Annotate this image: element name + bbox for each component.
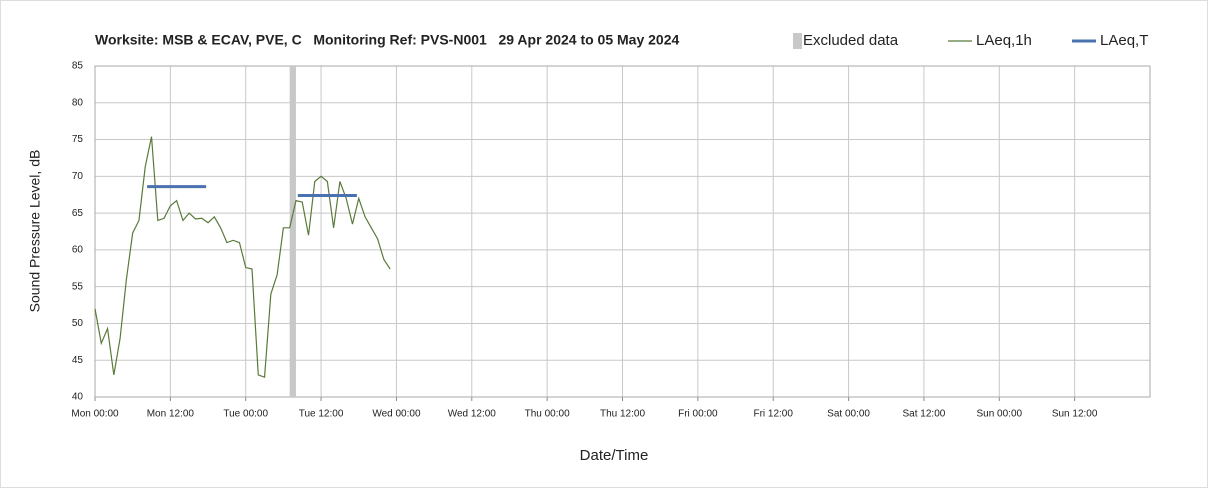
x-tick-label: Tue 12:00 <box>299 409 344 420</box>
x-tick-label: Sun 12:00 <box>1052 409 1098 420</box>
y-tick-label: 60 <box>72 245 84 256</box>
chart-title: Worksite: MSB & ECAV, PVE, C Monitoring … <box>95 32 679 48</box>
x-axis-label: Date/Time <box>580 447 649 464</box>
x-tick-label: Fri 12:00 <box>753 409 793 420</box>
plot-border <box>94 65 1151 398</box>
y-tick-label: 65 <box>72 208 84 219</box>
x-tick-label: Thu 12:00 <box>600 409 645 420</box>
y-tick-label: 50 <box>72 318 84 329</box>
x-tick-label: Fri 00:00 <box>678 409 718 420</box>
x-tick-label: Wed 12:00 <box>448 409 497 420</box>
y-tick-label: 85 <box>72 61 84 72</box>
x-tick-label: Sun 00:00 <box>976 409 1022 420</box>
legend-label: LAeq,1h <box>976 32 1032 49</box>
y-tick-label: 55 <box>72 281 84 292</box>
y-axis-label: Sound Pressure Level, dB <box>27 150 43 313</box>
excluded-band <box>289 66 296 397</box>
y-tick-label: 80 <box>72 97 84 108</box>
x-tick-label: Sat 00:00 <box>827 409 870 420</box>
legend-swatch <box>793 33 802 49</box>
x-tick-label: Mon 12:00 <box>147 409 195 420</box>
y-tick-label: 70 <box>72 171 84 182</box>
x-tick-label: Wed 00:00 <box>372 409 421 420</box>
y-tick-label: 45 <box>72 355 84 366</box>
x-tick-label: Tue 00:00 <box>223 409 268 420</box>
y-tick-label: 40 <box>72 392 84 403</box>
series-line <box>147 185 357 197</box>
x-tick-label: Mon 00:00 <box>71 409 119 420</box>
legend-label: Excluded data <box>803 32 899 49</box>
x-tick-label: Sat 12:00 <box>903 409 946 420</box>
series-line <box>94 136 391 378</box>
legend-label: LAeq,T <box>1100 32 1148 49</box>
x-tick-label: Thu 00:00 <box>525 409 570 420</box>
y-tick-label: 75 <box>72 134 84 145</box>
